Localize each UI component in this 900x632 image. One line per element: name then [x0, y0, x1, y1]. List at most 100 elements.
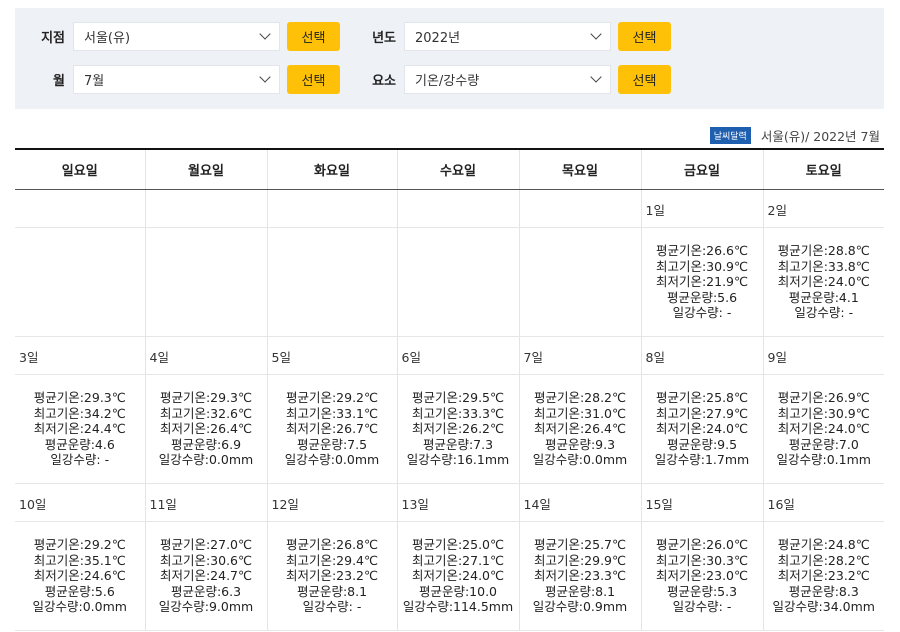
- day-weather-cell: 평균기온:25.0℃ 최고기온:27.1℃ 최저기온:24.0℃ 평균운량:10.0 일…: [396, 521, 519, 631]
- day-date-cell: 14일: [518, 483, 641, 522]
- day-number: 12일: [271, 497, 299, 512]
- weather-rain: 일강수량: -: [50, 452, 110, 468]
- weather-rain: 일강수량:114.5mm: [402, 599, 514, 615]
- weekday-header-row: 일요일 월요일 화요일 수요일 목요일 금요일 토요일: [15, 148, 884, 190]
- weather-max: 최고기온:33.1℃: [285, 405, 379, 421]
- weather-rain: 일강수량:16.1mm: [406, 452, 510, 468]
- weather-avg: 평균기온:29.3℃: [33, 390, 126, 406]
- weather-max: 최고기온:30.9℃: [655, 258, 749, 274]
- month-select[interactable]: 7월: [73, 65, 280, 94]
- weekday-header: 목요일: [518, 148, 641, 190]
- weather-rain: 일강수량: -: [794, 305, 854, 321]
- chevron-down-icon: [590, 28, 602, 40]
- day-weather-cell: 평균기온:29.2℃ 최고기온:33.1℃ 최저기온:26.7℃ 평균운량:7.5 일강…: [266, 374, 397, 484]
- weather-rain: 일강수량:0.0mm: [158, 452, 254, 468]
- filter-row-month: 월 7월 선택: [15, 65, 340, 94]
- weather-min: 최저기온:23.3℃: [533, 568, 627, 584]
- weather-rain: 일강수량:0.9mm: [532, 599, 628, 615]
- month-label: 월: [53, 74, 65, 89]
- weather-rain: 일강수량:0.1mm: [776, 452, 871, 468]
- day-weather-cell: 평균기온:29.3℃ 최고기온:32.6℃ 최저기온:26.4℃ 평균운량:6.9 일강…: [144, 374, 267, 484]
- day-weather-cell: 평균기온:28.8℃ 최고기온:33.8℃ 최저기온:24.0℃ 평균운량:4.1 일강…: [762, 227, 884, 337]
- weekday-header: 월요일: [144, 148, 267, 190]
- weather-calendar-badge: 날씨달력: [709, 127, 751, 144]
- filter-panel: 지점 서울(유) 선택 년도 2022년 선택 월 7월 선택 요소 기온/강수…: [15, 8, 884, 109]
- weather-avg: 평균기온:26.6℃: [655, 243, 749, 259]
- day-weather-cell: 평균기온:26.0℃ 최고기온:30.3℃ 최저기온:23.0℃ 평균운량:5.3 일강…: [640, 521, 763, 631]
- day-weather-cell: 평균기온:29.5℃ 최고기온:33.3℃ 최저기온:26.2℃ 평균운량:7.3 일강…: [396, 374, 519, 484]
- month-select-button[interactable]: 선택: [287, 65, 340, 94]
- station-label: 지점: [41, 31, 65, 46]
- day-number: 14일: [523, 497, 551, 512]
- weather-max: 최고기온:27.9℃: [655, 405, 749, 421]
- day-number: 11일: [149, 497, 177, 512]
- weekday-header: 화요일: [266, 148, 397, 190]
- day-number: 13일: [401, 497, 429, 512]
- weather-rain: 일강수량: -: [302, 599, 362, 615]
- weather-min: 최저기온:24.0℃: [777, 421, 870, 437]
- station-select-value: 서울(유): [84, 31, 131, 46]
- weather-avg: 평균기온:28.2℃: [533, 390, 627, 406]
- chevron-down-icon: [259, 71, 271, 83]
- weather-min: 최저기온:23.2℃: [777, 568, 870, 584]
- weather-rain: 일강수량: -: [672, 305, 732, 321]
- weather-cloud: 평균운량:8.3: [788, 583, 859, 599]
- day-date-cell: [518, 189, 641, 228]
- weather-avg: 평균기온:29.2℃: [33, 537, 126, 553]
- weather-avg: 평균기온:29.2℃: [285, 390, 379, 406]
- weather-min: 최저기온:24.0℃: [411, 568, 505, 584]
- day-date-cell: 4일: [144, 336, 267, 375]
- day-date-cell: [15, 189, 145, 228]
- day-date-cell: 7일: [518, 336, 641, 375]
- weather-cloud: 평균운량:5.3: [666, 583, 738, 599]
- weather-cloud: 평균운량:4.1: [788, 289, 859, 305]
- weather-avg: 평균기온:25.7℃: [533, 537, 627, 553]
- year-select-button[interactable]: 선택: [618, 22, 671, 51]
- day-number: 15일: [645, 497, 673, 512]
- weather-avg: 평균기온:28.8℃: [777, 243, 870, 259]
- day-number: [15, 190, 145, 200]
- weather-min: 최저기온:24.0℃: [777, 274, 870, 290]
- element-select-button[interactable]: 선택: [618, 65, 671, 94]
- weather-info-row: 평균기온:29.3℃ 최고기온:34.2℃ 최저기온:24.4℃ 평균운량:4.6 일강…: [15, 374, 884, 484]
- weather-avg: 평균기온:24.8℃: [777, 537, 870, 553]
- weather-info-row: 평균기온:29.2℃ 최고기온:35.1℃ 최저기온:24.6℃ 평균운량:5.6 일강…: [15, 521, 884, 631]
- day-weather-cell: 평균기온:25.8℃ 최고기온:27.9℃ 최저기온:24.0℃ 평균운량:9.5 일강…: [640, 374, 763, 484]
- day-weather-cell: 평균기온:28.2℃ 최고기온:31.0℃ 최저기온:26.4℃ 평균운량:9.3 일강…: [518, 374, 641, 484]
- day-weather-cell: 평균기온:26.6℃ 최고기온:30.9℃ 최저기온:21.9℃ 평균운량:5.6 일강…: [640, 227, 763, 337]
- day-date-cell: 12일: [266, 483, 397, 522]
- weather-avg: 평균기온:26.8℃: [285, 537, 379, 553]
- day-weather-cell: 평균기온:27.0℃ 최고기온:30.6℃ 최저기온:24.7℃ 평균운량:6.3 일강…: [144, 521, 267, 631]
- station-select-button[interactable]: 선택: [287, 22, 340, 51]
- weather-avg: 평균기온:26.9℃: [777, 390, 870, 406]
- calendar-title: 서울(유)/ 2022년 7월: [760, 129, 880, 144]
- date-row: 1일 2일: [15, 189, 884, 228]
- day-weather-cell: [396, 227, 519, 337]
- day-date-cell: 15일: [640, 483, 763, 522]
- station-select[interactable]: 서울(유): [73, 22, 280, 51]
- date-row: 3일 4일 5일 6일 7일 8일 9일: [15, 336, 884, 375]
- day-date-cell: 3일: [15, 336, 145, 375]
- day-weather-cell: [518, 227, 641, 337]
- weather-min: 최저기온:24.6℃: [33, 568, 126, 584]
- day-weather-cell: 평균기온:25.7℃ 최고기온:29.9℃ 최저기온:23.3℃ 평균운량:8.1 일강…: [518, 521, 641, 631]
- weather-min: 최저기온:23.2℃: [285, 568, 379, 584]
- element-select[interactable]: 기온/강수량: [404, 65, 611, 94]
- day-number: 2일: [767, 203, 787, 218]
- chevron-down-icon: [590, 71, 602, 83]
- day-date-cell: 2일: [762, 189, 884, 228]
- filter-row-station: 지점 서울(유) 선택: [15, 22, 340, 51]
- weekday-header: 일요일: [15, 148, 145, 190]
- weather-rain: 일강수량:0.0mm: [284, 452, 380, 468]
- day-number: [398, 190, 519, 200]
- weather-min: 최저기온:26.7℃: [285, 421, 379, 437]
- chevron-down-icon: [259, 28, 271, 40]
- day-number: 9일: [767, 350, 787, 365]
- weather-cloud: 평균운량:6.9: [170, 436, 242, 452]
- day-date-cell: 1일: [640, 189, 763, 228]
- filter-row-year: 년도 2022년 선택: [346, 22, 671, 51]
- weather-max: 최고기온:33.3℃: [411, 405, 505, 421]
- year-select[interactable]: 2022년: [404, 22, 611, 51]
- day-weather-cell: 평균기온:24.8℃ 최고기온:28.2℃ 최저기온:23.2℃ 평균운량:8.3 일강…: [762, 521, 884, 631]
- weather-cloud: 평균운량:9.3: [544, 436, 616, 452]
